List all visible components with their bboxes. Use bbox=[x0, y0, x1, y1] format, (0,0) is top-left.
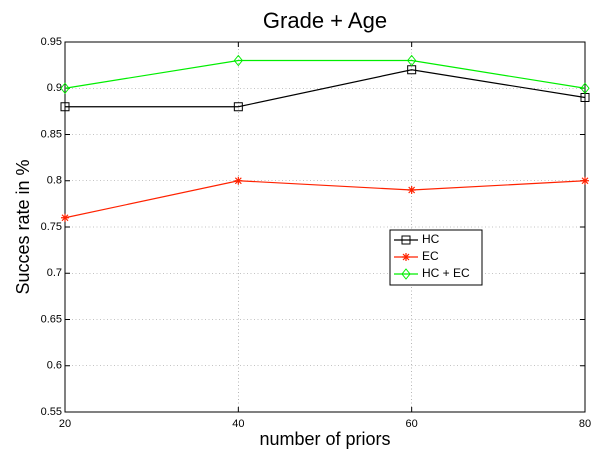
x-tick-label: 80 bbox=[579, 418, 591, 430]
marker bbox=[233, 54, 243, 67]
marker bbox=[60, 102, 70, 112]
y-tick-label: 0.6 bbox=[47, 360, 62, 372]
x-tick-label: 40 bbox=[232, 418, 244, 430]
legend-box bbox=[389, 229, 483, 286]
legend-marker bbox=[401, 235, 411, 245]
marker bbox=[407, 54, 417, 67]
marker bbox=[233, 102, 243, 112]
series-line bbox=[65, 69, 586, 108]
y-tick-label: 0.55 bbox=[41, 406, 62, 418]
marker bbox=[580, 82, 590, 95]
x-tick-label: 20 bbox=[59, 418, 71, 430]
marker bbox=[407, 186, 416, 194]
series-line bbox=[64, 180, 586, 219]
marker bbox=[234, 176, 243, 185]
y-tick-label: 0.95 bbox=[41, 36, 62, 48]
y-tick-label: 0.75 bbox=[41, 221, 62, 233]
legend-label: EC bbox=[422, 249, 439, 263]
legend-label: HC bbox=[422, 232, 440, 246]
marker bbox=[581, 176, 589, 185]
legend-label: HC + EC bbox=[422, 266, 470, 280]
legend-marker bbox=[401, 268, 411, 280]
y-tick-label: 0.65 bbox=[41, 313, 62, 325]
y-axis-label: Succes rate in % bbox=[13, 159, 33, 294]
series-line bbox=[64, 59, 586, 89]
y-tick-label: 0.8 bbox=[47, 175, 62, 187]
y-tick-label: 0.7 bbox=[47, 267, 62, 279]
y-tick-label: 0.85 bbox=[41, 128, 62, 140]
y-tick-label: 0.9 bbox=[47, 82, 62, 94]
chart-title: Grade + Age bbox=[263, 8, 387, 33]
x-tick-label: 60 bbox=[406, 418, 418, 430]
legend-marker bbox=[402, 253, 410, 261]
plot-frame bbox=[64, 41, 586, 413]
marker bbox=[61, 213, 69, 222]
x-axis-label: number of priors bbox=[259, 429, 390, 449]
marker bbox=[60, 82, 70, 95]
